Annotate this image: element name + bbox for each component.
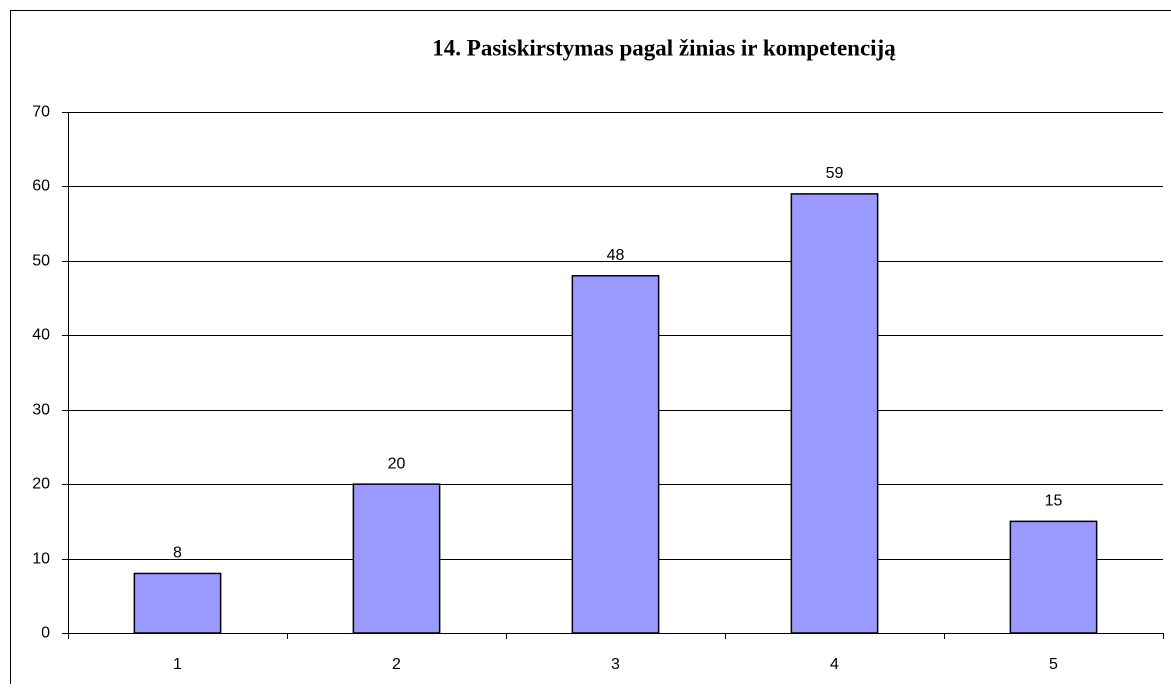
data-label: 20 xyxy=(388,455,406,472)
x-tick-label: 2 xyxy=(392,656,401,673)
x-tick-label: 5 xyxy=(1049,656,1058,673)
bar xyxy=(791,194,877,633)
y-tick-label: 10 xyxy=(32,551,50,568)
x-tick-label: 1 xyxy=(173,656,182,673)
data-label: 48 xyxy=(607,247,625,264)
bar xyxy=(353,484,439,633)
x-tick-label: 4 xyxy=(830,656,839,673)
bar xyxy=(1010,521,1096,633)
y-tick-label: 0 xyxy=(41,625,50,642)
data-label: 15 xyxy=(1045,493,1063,510)
data-label: 59 xyxy=(826,165,844,182)
y-tick-label: 20 xyxy=(32,476,50,493)
chart-title: 14. Pasiskirstymas pagal žinias ir kompe… xyxy=(432,35,896,60)
bar xyxy=(134,573,220,633)
data-label: 8 xyxy=(173,545,182,562)
y-tick-label: 50 xyxy=(32,253,50,270)
y-tick-label: 60 xyxy=(32,178,50,195)
y-tick-label: 70 xyxy=(32,104,50,121)
y-tick-label: 30 xyxy=(32,402,50,419)
bar xyxy=(572,276,658,633)
x-tick-label: 3 xyxy=(611,656,620,673)
y-tick-label: 40 xyxy=(32,327,50,344)
